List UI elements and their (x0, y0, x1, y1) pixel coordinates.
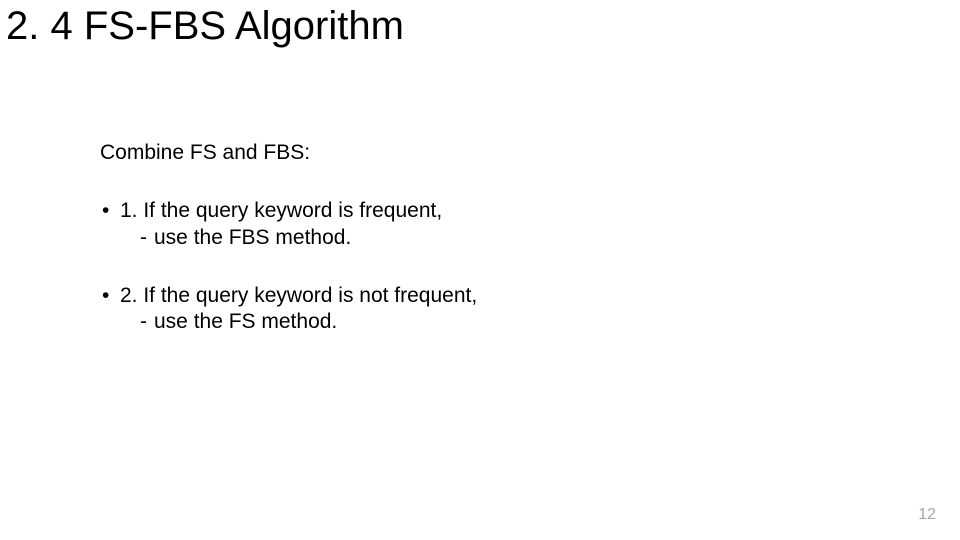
point-2-text: 2. If the query keyword is not frequent, (120, 283, 477, 309)
intro-text: Combine FS and FBS: (100, 140, 860, 166)
point-2-sub-text: use the FS method. (154, 309, 337, 335)
dash-icon: - (140, 225, 154, 251)
point-1-sub: - use the FBS method. (100, 225, 860, 251)
bullet-icon: • (100, 198, 120, 224)
point-1: • 1. If the query keyword is frequent, -… (100, 198, 860, 251)
point-2-main: • 2. If the query keyword is not frequen… (100, 283, 860, 309)
point-2: • 2. If the query keyword is not frequen… (100, 283, 860, 336)
slide-title: 2. 4 FS-FBS Algorithm (6, 4, 404, 48)
point-1-main: • 1. If the query keyword is frequent, (100, 198, 860, 224)
point-2-sub: - use the FS method. (100, 309, 860, 335)
slide-body: Combine FS and FBS: • 1. If the query ke… (100, 140, 860, 367)
point-1-text: 1. If the query keyword is frequent, (120, 198, 442, 224)
bullet-icon: • (100, 283, 120, 309)
dash-icon: - (140, 309, 154, 335)
page-number: 12 (918, 506, 936, 524)
point-1-sub-text: use the FBS method. (154, 225, 351, 251)
slide: 2. 4 FS-FBS Algorithm Combine FS and FBS… (0, 0, 960, 540)
